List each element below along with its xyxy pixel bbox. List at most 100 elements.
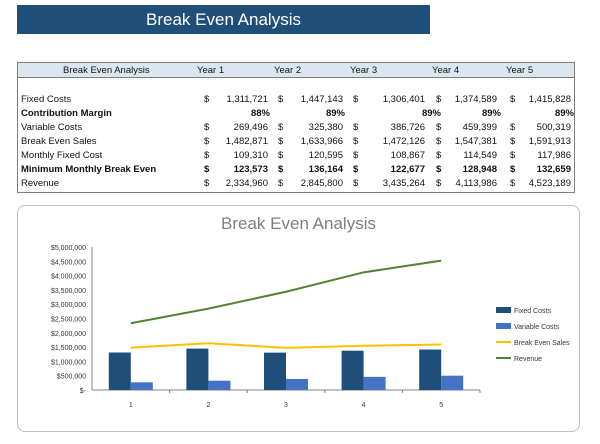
y-tick-label: $- [80,388,87,395]
row-label: Variable Costs [21,122,83,133]
y-tick-label: $5,000,000 [51,245,86,252]
currency-symbol: $ [353,150,359,161]
currency-symbol: $ [278,164,284,175]
table-cell: 1,472,126 [382,136,425,147]
y-tick-label: $1,000,000 [51,359,86,366]
table-cell: 117,986 [537,150,571,161]
table-row: Contribution Margin 88% 89% 89% 89% 89% [18,107,574,121]
table-cell: 1,374,589 [454,94,497,105]
y-tick-label: $2,000,000 [51,331,86,338]
currency-symbol: $ [510,178,516,189]
bar-fixed-costs [341,350,364,390]
table-row: Minimum Monthly Break Even $123,573 $136,1… [18,163,574,177]
table-cell: 132,659 [536,164,571,175]
table-cell: 120,595 [308,150,343,161]
legend-label: Variable Costs [514,324,560,331]
table-cell: 1,482,871 [225,136,268,147]
table-cell: 4,523,189 [528,178,571,189]
row-label: Fixed Costs [21,94,72,105]
break-even-table: Break Even Analysis Year 1 Year 2 Year 3 Yea… [17,62,575,193]
column-header: Break Even Analysis [63,65,150,76]
bar-fixed-costs [108,352,131,390]
bar-fixed-costs [186,348,209,390]
currency-symbol: $ [204,178,210,189]
table-cell: 89% [554,108,574,119]
table-row: Break Even Sales $1,482,871 $1,633,966 $1,4… [18,135,574,149]
legend-swatch [496,307,511,313]
currency-symbol: $ [436,150,442,161]
table-cell: 128,948 [462,164,497,175]
row-label: Contribution Margin [21,108,112,119]
chart-title: Break Even Analysis [221,214,376,233]
table-cell: 269,496 [233,122,268,133]
currency-symbol: $ [278,178,284,189]
table-cell: 114,549 [463,150,497,161]
bar-variable-costs [441,375,464,390]
currency-symbol: $ [204,122,210,133]
table-cell: 108,867 [390,150,425,161]
table-cell: 122,677 [390,164,425,175]
line-revenue [130,259,442,325]
currency-symbol: $ [204,94,210,105]
y-tick-label: $2,500,000 [51,317,86,324]
currency-symbol: $ [353,94,359,105]
legend-label: Revenue [514,356,542,363]
bar-fixed-costs [419,349,442,390]
table-cell: 2,845,800 [300,178,343,189]
table-cell: 4,113,986 [455,178,497,189]
x-tick-label: 5 [439,402,443,409]
currency-symbol: $ [204,150,210,161]
currency-symbol: $ [278,122,284,133]
currency-symbol: $ [204,136,210,147]
table-cell: 1,547,381 [454,136,497,147]
currency-symbol: $ [353,136,359,147]
currency-symbol: $ [510,94,516,105]
table-cell: 1,591,913 [528,136,571,147]
table-cell: 1,311,721 [226,94,268,105]
table-cell: 1,447,143 [300,94,343,105]
bar-variable-costs [208,380,231,390]
table-row: Variable Costs $269,496 $325,380 $386,726 $4… [18,121,574,135]
column-header: Year 5 [506,65,534,76]
currency-symbol: $ [510,136,516,147]
chart-canvas: $- $500,000 $1,000,000 $1,500,000 $2,000,000… [51,245,570,409]
currency-symbol: $ [353,164,359,175]
table-row: Revenue $2,334,960 $2,845,800 $3,435,264 $4,… [18,177,574,191]
table-cell: 88% [250,108,270,119]
line-break-even-sales [130,342,442,349]
x-tick-label: 1 [129,402,133,409]
table-row: Fixed Costs $1,311,721 $1,447,143 $1,306,40… [18,93,574,107]
currency-symbol: $ [278,94,284,105]
table-cell: 89% [325,108,345,119]
currency-symbol: $ [510,150,516,161]
table-cell: 325,380 [308,122,343,133]
table-cell: 89% [481,108,501,119]
currency-symbol: $ [353,122,359,133]
table-header: Break Even Analysis Year 1 Year 2 Year 3 Yea… [18,63,574,78]
currency-symbol: $ [436,164,442,175]
table-cell: 136,164 [308,164,343,175]
break-even-chart: Break Even Analysis $- $500,000 $1,000,000… [17,205,580,432]
y-tick-label: $1,500,000 [51,345,86,352]
legend-swatch [496,323,511,329]
table-cell: 1,633,966 [300,136,343,147]
table-row: Monthly Fixed Cost $109,310 $120,595 $108,8… [18,149,574,163]
table-cell: 1,415,828 [528,94,571,105]
row-label: Revenue [21,178,60,189]
page-title: Break Even Analysis [17,5,430,34]
table-cell: 1,306,401 [382,94,425,105]
y-tick-label: $4,500,000 [51,259,86,266]
currency-symbol: $ [353,178,359,189]
legend-label: Break Even Sales [514,340,570,347]
column-header: Year 2 [274,65,302,76]
row-label: Break Even Sales [21,136,97,147]
currency-symbol: $ [510,122,516,133]
row-label: Monthly Fixed Cost [21,150,103,161]
y-tick-label: $3,000,000 [51,302,86,309]
column-header: Year 1 [197,65,225,76]
table-cell: 123,573 [233,164,268,175]
x-tick-label: 2 [206,402,210,409]
table-cell: 386,726 [390,122,425,133]
column-header: Year 4 [432,65,460,76]
y-tick-label: $4,000,000 [51,274,86,281]
